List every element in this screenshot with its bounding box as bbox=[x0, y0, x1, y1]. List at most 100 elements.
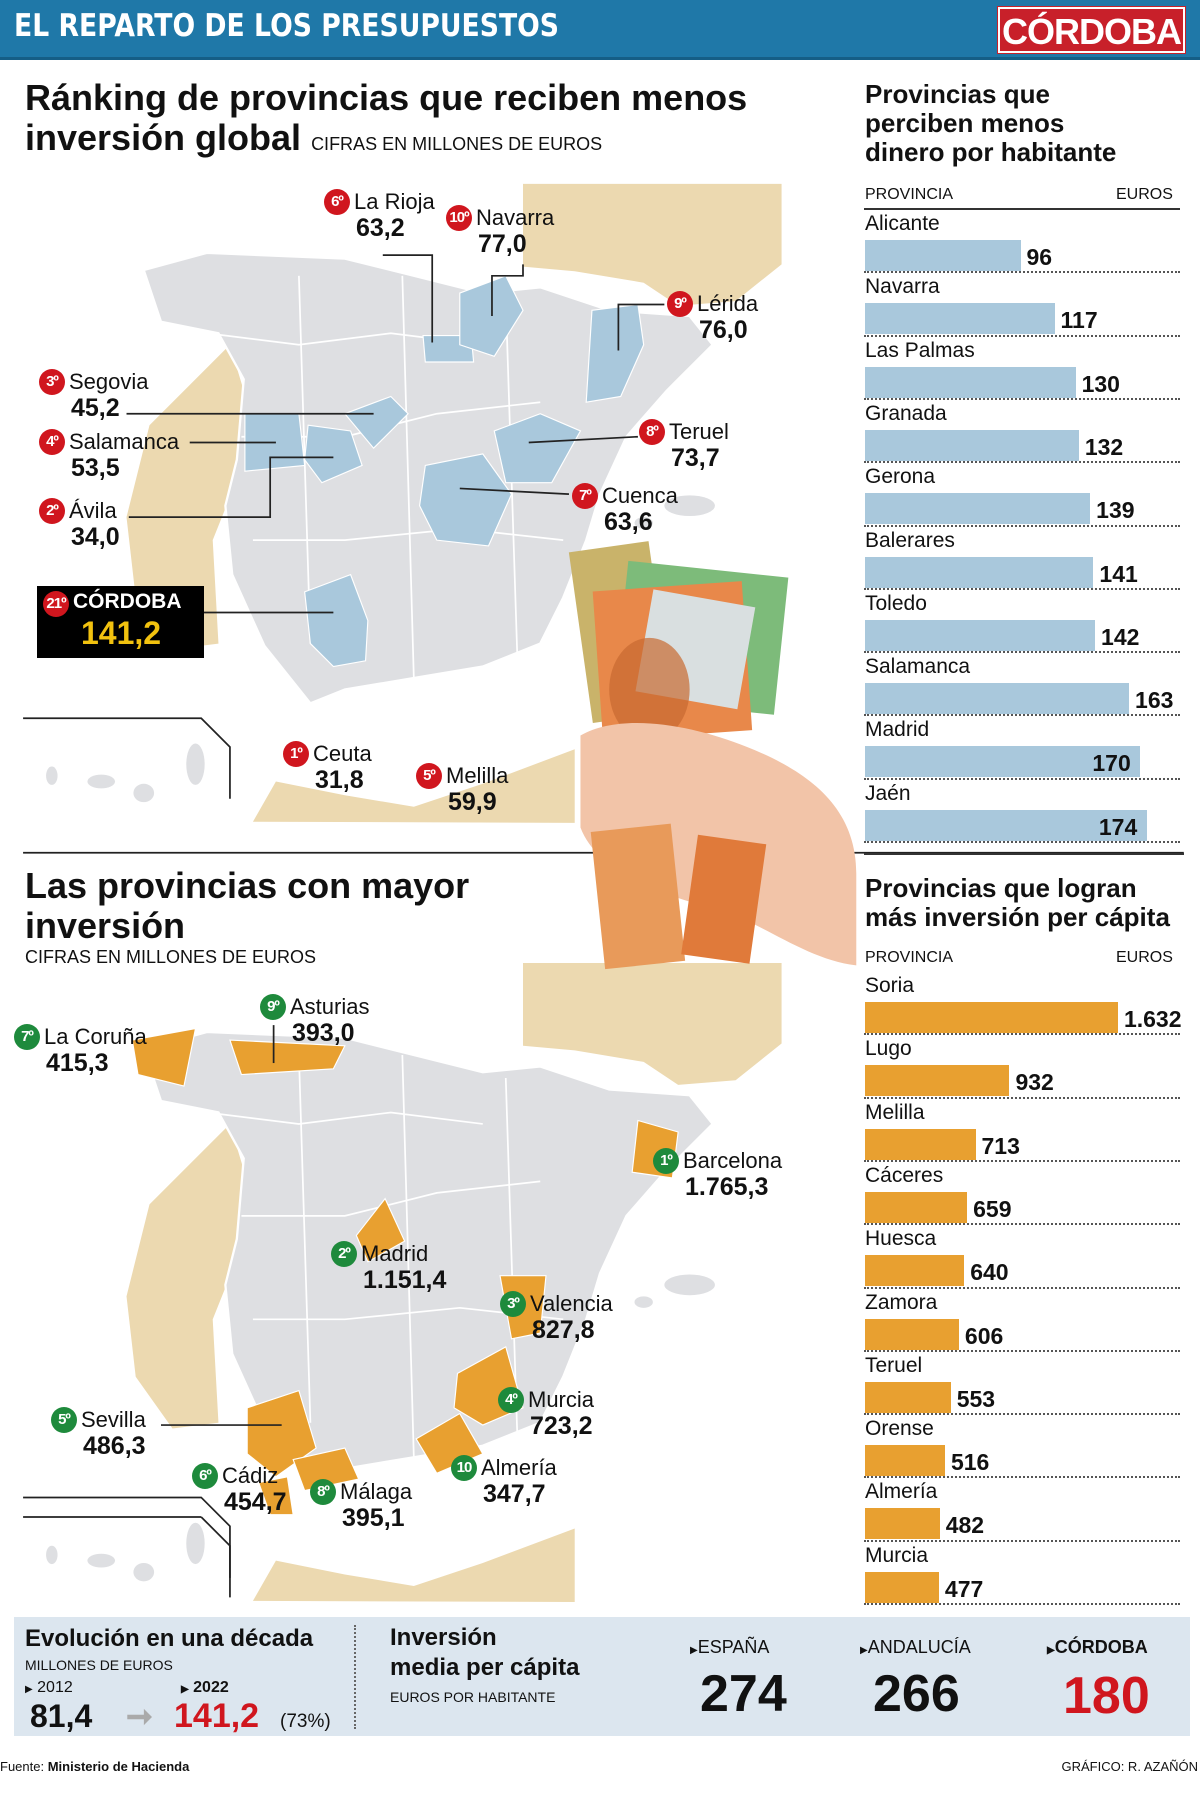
bar-value: 477 bbox=[944, 1575, 984, 1602]
row-divider bbox=[864, 461, 1180, 464]
bar-value: 482 bbox=[945, 1512, 985, 1539]
row-divider bbox=[864, 587, 1180, 590]
evolution-title: Evolución en una década bbox=[25, 1625, 314, 1652]
chart2-title: Provincias que logran más inversión per … bbox=[865, 874, 1170, 932]
row-divider bbox=[864, 777, 1180, 780]
chart1-col-euros: EUROS bbox=[1116, 186, 1173, 203]
rank-badge: 10º bbox=[446, 205, 472, 232]
bar bbox=[865, 493, 1091, 525]
cordoba-highlight-label: 21º CÓRDOBA 141,2 bbox=[37, 586, 204, 658]
province-name: Salamanca bbox=[69, 429, 180, 455]
province-value: 31,8 bbox=[315, 766, 364, 795]
rank-badge: 3º bbox=[500, 1291, 526, 1318]
rank-badge: 6º bbox=[324, 189, 350, 216]
province-name: Lérida bbox=[697, 291, 759, 317]
credit: GRÁFICO: R. AZAÑÓN bbox=[1061, 1759, 1198, 1774]
province-value: 59,9 bbox=[448, 788, 497, 817]
bar-value: 174 bbox=[1098, 813, 1138, 840]
bar-label: Granada bbox=[865, 401, 947, 425]
bar bbox=[865, 619, 1096, 651]
section-low-subtitle: CIFRAS EN MILLONES DE EUROS bbox=[311, 134, 603, 154]
bar-value: 1.632 bbox=[1123, 1006, 1182, 1032]
leader-lines-low bbox=[126, 254, 665, 614]
bar-label: Toledo bbox=[865, 591, 927, 615]
map-label-segovia: 3º Segovia 45,2 bbox=[39, 368, 149, 421]
chart1-title-line3: dinero por habitante bbox=[865, 137, 1117, 167]
rank-badge: 4º bbox=[498, 1387, 524, 1414]
per-capita-title-line1: Inversión bbox=[390, 1624, 497, 1651]
map-label-madrid: 2º Madrid 1.151,4 bbox=[331, 1240, 446, 1293]
source-name: Ministerio de Hacienda bbox=[47, 1759, 190, 1774]
section-high-title: Las provincias con mayor inversión CIFRA… bbox=[25, 866, 469, 968]
arrow-right-icon: ➞ bbox=[126, 1698, 153, 1734]
chart2-col-euros: EUROS bbox=[1116, 949, 1173, 966]
row-divider bbox=[864, 1096, 1180, 1099]
chart1-header-rule bbox=[864, 208, 1180, 210]
province-value: 347,7 bbox=[483, 1480, 546, 1509]
rank-badge: 7º bbox=[14, 1024, 40, 1051]
rank-badge: 5º bbox=[51, 1407, 77, 1434]
rank-badge: 1º bbox=[283, 741, 309, 768]
province-value: 827,8 bbox=[532, 1316, 595, 1345]
chart2-col-province: PROVINCIA bbox=[865, 949, 954, 966]
province-value: 63,6 bbox=[604, 508, 653, 537]
bar-label: Salamanca bbox=[865, 655, 971, 679]
low-investment-provinces bbox=[244, 275, 645, 668]
province-value: 63,2 bbox=[356, 214, 405, 243]
bar bbox=[865, 1381, 951, 1413]
province-value: 34,0 bbox=[71, 523, 120, 552]
bar bbox=[865, 1508, 940, 1540]
per-capita-title: Inversión media per cápita bbox=[390, 1623, 579, 1683]
bar bbox=[865, 1128, 976, 1160]
leader-lines-high bbox=[160, 1025, 282, 1426]
bar-label: Lugo bbox=[865, 1037, 912, 1061]
bar-label: Madrid bbox=[865, 718, 930, 742]
cordoba-name: CÓRDOBA bbox=[73, 590, 182, 613]
chart2-title-line1: Provincias que logran bbox=[865, 873, 1137, 903]
map-label-navarra: 10º Navarra 77,0 bbox=[446, 204, 554, 257]
province-name: Barcelona bbox=[683, 1148, 783, 1174]
row-divider bbox=[864, 334, 1180, 337]
rank-badge: 9º bbox=[667, 291, 693, 318]
map-label-larioja: 6º La Rioja 63,2 bbox=[324, 188, 435, 241]
province-value: 395,1 bbox=[342, 1504, 405, 1533]
chart1-title: Provincias que perciben menos dinero por… bbox=[865, 80, 1116, 167]
province-value: 393,0 bbox=[292, 1019, 355, 1048]
province-name: Navarra bbox=[476, 205, 555, 231]
bar-label: Gerona bbox=[865, 465, 936, 489]
province-name: Cádiz bbox=[222, 1463, 279, 1489]
bar bbox=[865, 303, 1055, 335]
source-note: Fuente: Ministerio de Hacienda bbox=[0, 1759, 189, 1774]
bar-label: Soria bbox=[865, 974, 915, 997]
bar-value: 130 bbox=[1081, 370, 1120, 397]
map-label-teruel: 8º Teruel 73,7 bbox=[639, 418, 729, 471]
row-divider bbox=[864, 271, 1180, 274]
province-value: 77,0 bbox=[478, 230, 527, 259]
province-value: 76,0 bbox=[699, 316, 748, 345]
bar bbox=[865, 366, 1076, 398]
cordoba-value-percapita: 180 bbox=[1063, 1667, 1150, 1725]
rank-badge: 4º bbox=[39, 429, 65, 456]
bar-value: 170 bbox=[1092, 750, 1131, 777]
map-label-sevilla: 5º Sevilla 486,3 bbox=[51, 1406, 146, 1459]
bar bbox=[865, 1318, 959, 1350]
province-name: Asturias bbox=[290, 994, 370, 1020]
row-divider bbox=[864, 1476, 1180, 1479]
bar-label: Teruel bbox=[865, 1353, 923, 1377]
row-divider bbox=[864, 651, 1180, 654]
map-label-murcia: 4º Murcia 723,2 bbox=[498, 1386, 594, 1439]
section-low-title-line1: Ránking de provincias que reciben menos bbox=[25, 77, 748, 118]
row-divider bbox=[864, 1349, 1180, 1352]
row-divider bbox=[864, 1603, 1180, 1605]
value-2022: 141,2 bbox=[174, 1697, 260, 1735]
value-2012: 81,4 bbox=[30, 1698, 93, 1734]
province-name: Teruel bbox=[669, 419, 729, 445]
cordoba-label: ▶CÓRDOBA bbox=[1047, 1637, 1148, 1657]
rank-badge: 2º bbox=[331, 1241, 357, 1268]
rank-badge: 9º bbox=[260, 994, 286, 1021]
row-divider bbox=[864, 1159, 1180, 1162]
map-label-mlaga: 8º Málaga 395,1 bbox=[310, 1478, 412, 1531]
chart1-col-province: PROVINCIA bbox=[865, 186, 954, 203]
chart2-title-line2: más inversión per cápita bbox=[865, 902, 1170, 932]
province-value: 723,2 bbox=[530, 1412, 593, 1441]
